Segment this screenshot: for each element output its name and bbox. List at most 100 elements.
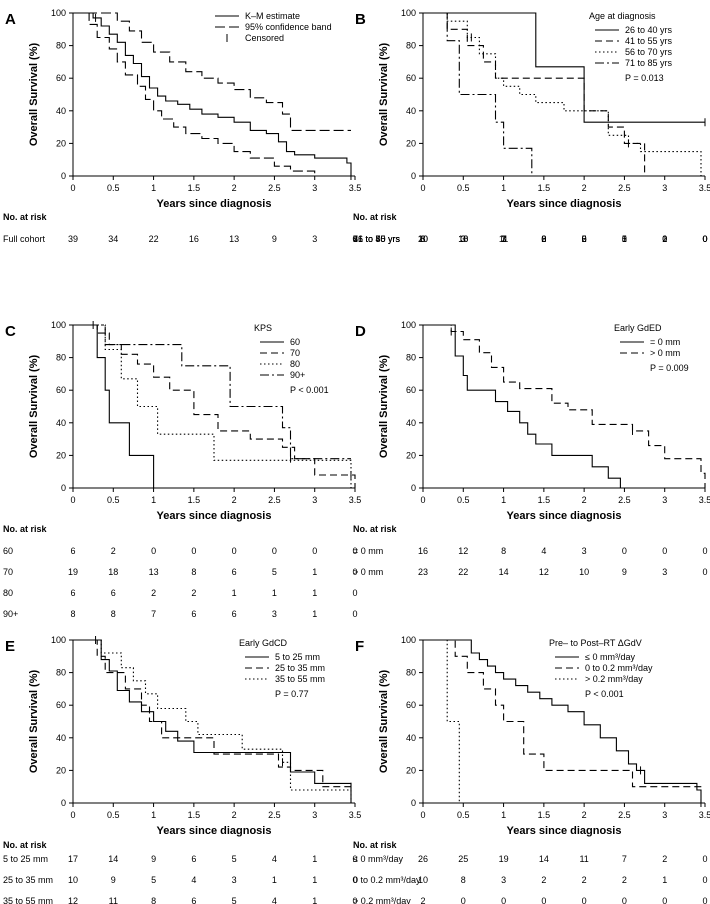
risk-value: 18 [458,234,468,244]
panel-letter: F [355,638,364,655]
risk-value: 1 [272,875,277,885]
y-tick-label: 0 [61,483,66,493]
risk-row-label: > 0.2 mm³/day [353,896,411,904]
risk-value: 1 [232,588,237,598]
risk-value: 22 [149,234,159,244]
x-tick-label: 1.5 [188,495,201,505]
risk-value: 0 [151,546,156,556]
y-tick-label: 20 [56,765,66,775]
legend-title: Age at diagnosis [589,11,656,21]
risk-value: 10 [418,234,428,244]
x-tick-label: 0 [420,810,425,820]
risk-value: 6 [70,588,75,598]
risk-value: 7 [622,854,627,864]
risk-value: 0 [662,896,667,904]
y-tick-label: 100 [51,8,66,18]
risk-value: 0 [352,588,357,598]
y-tick-label: 0 [411,171,416,181]
risk-value: 3 [461,234,466,244]
legend-entry: Censored [245,33,284,43]
risk-value: 1 [501,234,506,244]
series-line-2 [73,12,316,176]
risk-value: 16 [189,234,199,244]
risk-value: 6 [232,609,237,619]
x-tick-label: 2 [582,810,587,820]
risk-value: 7 [151,609,156,619]
risk-value: 10 [458,234,468,244]
risk-value: 8 [151,896,156,904]
series-line-1 [73,12,351,131]
risk-value: 10 [418,875,428,885]
legend-entry: 60 [290,337,300,347]
risk-value: 5 [232,896,237,904]
risk-value: 0 [501,896,506,904]
risk-value: 39 [68,234,78,244]
y-tick-label: 20 [406,450,416,460]
risk-value: 1 [312,588,317,598]
y-tick-label: 40 [406,733,416,743]
legend-entry: 26 to 40 yrs [625,25,673,35]
risk-value: 6 [111,588,116,598]
series-line-1 [73,639,355,788]
risk-row-label: > 0 mm [353,567,383,577]
x-tick-label: 1.5 [188,810,201,820]
panel-A: A 0 0.5 1 1.5 2 2.5 3 3.5 0 20 40 60 80 100 Years since… [3,8,361,244]
risk-value: 0 [662,234,667,244]
risk-value: 0 [702,567,707,577]
risk-value: 4 [272,854,277,864]
legend-title: Early GdCD [239,638,288,648]
risk-value: 0 [352,567,357,577]
risk-value: 19 [499,854,509,864]
y-tick-label: 60 [406,73,416,83]
x-tick-label: 1.5 [538,183,551,193]
y-tick-label: 100 [51,635,66,645]
risk-value: 0 [352,609,357,619]
risk-row-label: 71 to 85 yrs [353,234,401,244]
legend-title: KPS [254,323,272,333]
risk-value: 2 [662,234,667,244]
x-tick-label: 0 [70,810,75,820]
x-axis-label: Years since diagnosis [157,825,272,837]
risk-value: 0 [702,854,707,864]
legend-title: Early GdED [614,323,662,333]
risk-row-label: 5 to 25 mm [3,854,48,864]
y-tick-label: 60 [406,385,416,395]
y-tick-label: 60 [56,700,66,710]
risk-value: 6 [541,234,546,244]
risk-value: 0 [702,875,707,885]
y-tick-label: 20 [56,450,66,460]
p-value: P = 0.013 [625,73,664,83]
x-tick-label: 0 [70,183,75,193]
risk-value: 3 [420,234,425,244]
risk-value: 1 [272,588,277,598]
risk-value: 8 [461,875,466,885]
risk-value: 0 [541,234,546,244]
x-tick-label: 0.5 [107,810,120,820]
risk-value: 0 [352,875,357,885]
x-tick-label: 2 [582,495,587,505]
x-tick-label: 2 [582,183,587,193]
series-line-0 [423,324,621,488]
x-tick-label: 0.5 [107,183,120,193]
series-line-2 [423,12,702,176]
risk-value: 0 [622,896,627,904]
series-line-1 [423,639,705,788]
x-axis-label: Years since diagnosis [507,510,622,522]
risk-value: 26 [418,854,428,864]
risk-row-label: 35 to 55 mm [3,896,53,904]
legend-entry: 41 to 55 yrs [625,36,673,46]
risk-value: 10 [68,875,78,885]
y-axis-label: Overall Survival (%) [28,355,40,459]
risk-value: 0 [352,546,357,556]
x-tick-label: 1 [501,183,506,193]
series-line-0 [73,12,352,176]
x-tick-label: 3 [312,183,317,193]
series-line-3 [423,12,533,176]
y-tick-label: 100 [401,320,416,330]
risk-value: 2 [191,588,196,598]
x-tick-label: 1.5 [538,810,551,820]
x-tick-label: 0.5 [457,495,470,505]
y-tick-label: 80 [56,668,66,678]
risk-value: 0 [352,234,357,244]
